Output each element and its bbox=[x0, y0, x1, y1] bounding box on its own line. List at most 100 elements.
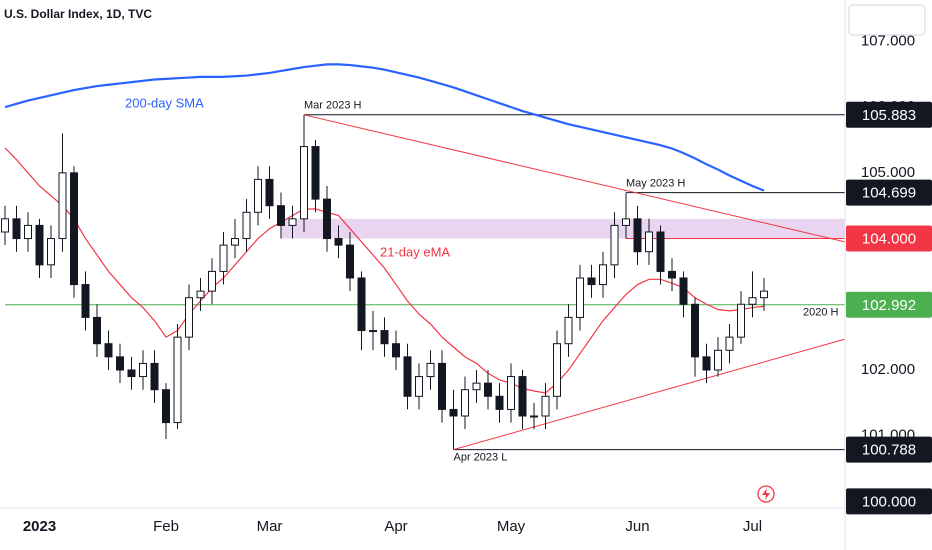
price-badge bbox=[846, 291, 932, 318]
candle-body bbox=[472, 382, 481, 391]
candle-body bbox=[254, 178, 262, 213]
candle-body bbox=[116, 356, 124, 371]
x-tick-label: Apr bbox=[384, 518, 407, 535]
candle-body bbox=[541, 395, 550, 417]
candle-body bbox=[219, 244, 228, 272]
candle-body bbox=[691, 303, 699, 358]
candle-body bbox=[737, 303, 745, 338]
candle-body bbox=[633, 218, 642, 253]
moving-average-line bbox=[4, 63, 765, 192]
candle-body bbox=[334, 238, 343, 246]
plot-area bbox=[1, 63, 846, 451]
candle-body bbox=[35, 224, 44, 266]
candle-body bbox=[426, 362, 435, 378]
candle-body bbox=[679, 277, 688, 305]
resistance-zone bbox=[281, 218, 845, 239]
price-badge bbox=[846, 179, 932, 206]
candle-body bbox=[24, 224, 32, 240]
x-tick-label: May bbox=[497, 518, 526, 535]
chart-title: U.S. Dollar Index, 1D, TVC bbox=[4, 7, 152, 21]
candle-body bbox=[127, 369, 136, 378]
trendline bbox=[453, 338, 846, 451]
candle-body bbox=[702, 356, 711, 371]
price-badge-label: 104.000 bbox=[862, 231, 916, 248]
candle-body bbox=[645, 231, 653, 253]
level-note: Apr 2023 L bbox=[454, 452, 508, 464]
candle-body bbox=[369, 330, 377, 333]
candle-body bbox=[242, 211, 251, 240]
candle-body bbox=[300, 146, 308, 220]
candle-body bbox=[656, 231, 665, 272]
candle-body bbox=[748, 297, 757, 305]
candle-body bbox=[139, 362, 147, 378]
price-badge bbox=[846, 225, 932, 252]
trendline bbox=[303, 114, 846, 243]
candle-body bbox=[323, 198, 331, 240]
candle-body bbox=[70, 172, 78, 286]
candle-body bbox=[530, 415, 538, 418]
candle-body bbox=[81, 284, 90, 318]
level-note: May 2023 H bbox=[626, 178, 685, 190]
price-badge-label: 105.883 bbox=[862, 107, 916, 124]
candle-body bbox=[357, 277, 366, 332]
candle-body bbox=[173, 336, 182, 424]
candle-body bbox=[576, 277, 584, 318]
alert-icon[interactable] bbox=[757, 485, 775, 503]
candle-body bbox=[438, 362, 446, 410]
y-tick-label: 107.000 bbox=[861, 32, 915, 49]
candle-body bbox=[484, 382, 492, 397]
x-tick-label: Feb bbox=[153, 518, 179, 535]
price-badge bbox=[846, 436, 932, 463]
level-note: Mar 2023 H bbox=[304, 100, 362, 112]
candle-body bbox=[553, 343, 561, 397]
price-badge-label: 100.000 bbox=[862, 493, 916, 510]
price-badge-label: 104.699 bbox=[862, 185, 916, 202]
candle-body bbox=[507, 376, 515, 410]
candle-body bbox=[58, 172, 67, 240]
candle-body bbox=[265, 178, 274, 207]
candle-body bbox=[587, 277, 596, 286]
candle-body bbox=[150, 362, 159, 391]
level-note: 2020 H bbox=[803, 307, 839, 319]
candle-body bbox=[93, 316, 101, 345]
candle-body bbox=[346, 244, 354, 279]
x-tick-label: Jun bbox=[625, 518, 649, 535]
candle-body bbox=[380, 330, 389, 345]
candle-body bbox=[311, 146, 320, 200]
candle-body bbox=[392, 343, 400, 358]
candle-body bbox=[208, 270, 216, 292]
candle-body bbox=[1, 218, 9, 233]
candle-body bbox=[277, 205, 285, 226]
price-badge bbox=[846, 488, 932, 515]
candle-body bbox=[12, 218, 21, 240]
y-tick-label: 105.000 bbox=[861, 164, 915, 181]
scale-button[interactable] bbox=[848, 4, 926, 36]
candle-body bbox=[599, 264, 607, 286]
candle-body bbox=[725, 336, 734, 351]
x-tick-label: Jul bbox=[743, 518, 762, 535]
candle-body bbox=[104, 343, 113, 358]
candle-body bbox=[564, 316, 573, 345]
series-label: 200-day SMA bbox=[125, 95, 204, 110]
price-badge-label: 102.992 bbox=[862, 297, 916, 314]
y-tick-label: 102.000 bbox=[861, 361, 915, 378]
candle-body bbox=[47, 238, 55, 266]
moving-average-line bbox=[4, 147, 765, 394]
x-tick-label: 2023 bbox=[23, 518, 56, 535]
candle-body bbox=[714, 349, 722, 371]
candle-body bbox=[449, 408, 458, 417]
candle-body bbox=[668, 270, 676, 279]
candle-body bbox=[495, 395, 504, 410]
candle-body bbox=[403, 356, 412, 397]
candle-body bbox=[760, 290, 768, 299]
candle-body bbox=[518, 376, 527, 417]
candle-body bbox=[622, 218, 630, 226]
candle-body bbox=[415, 376, 423, 397]
x-tick-label: Mar bbox=[257, 518, 283, 535]
candle-body bbox=[185, 297, 193, 338]
candle-body bbox=[231, 238, 239, 246]
candle-body bbox=[288, 218, 297, 226]
candle-body bbox=[461, 389, 469, 417]
price-badge bbox=[846, 101, 932, 128]
